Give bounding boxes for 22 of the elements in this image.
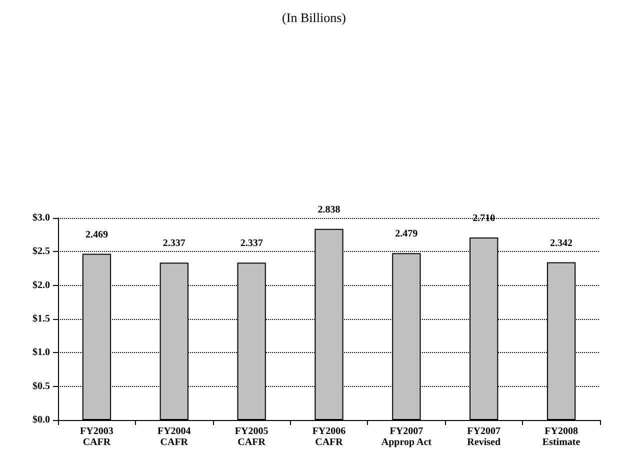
data-label: 2.479	[395, 228, 418, 240]
y-tick-label: $3.0	[32, 212, 50, 224]
chart-title: (In Billions)	[282, 10, 346, 25]
y-tick-label: $0.0	[32, 414, 50, 426]
data-label: 2.838	[318, 204, 340, 216]
x-tick-label: FY2003 CAFR	[80, 426, 114, 448]
x-tick-label: FY2006 CAFR	[312, 426, 346, 448]
y-tick-label: $2.5	[32, 246, 50, 258]
data-label: 2.342	[550, 238, 573, 249]
x-tick-label: FY2007 Revised	[467, 426, 501, 448]
data-label: 2.337	[162, 238, 186, 250]
y-tick-label: $1.5	[32, 314, 50, 324]
x-tick-label: FY2005 CAFR	[234, 426, 268, 448]
x-tick-label: FY2007 Approp Act	[381, 426, 432, 448]
y-tick-label: $2.0	[32, 280, 50, 291]
data-label: 2.337	[240, 238, 263, 250]
y-tick-label: $0.5	[32, 380, 50, 392]
x-tick-label: FY2004 CAFR	[157, 426, 191, 448]
y-tick-label: $1.0	[32, 347, 50, 358]
x-tick-label: FY2008 Estimate	[542, 426, 581, 448]
data-label: 2.710	[472, 213, 496, 224]
data-label: 2.469	[85, 229, 108, 240]
